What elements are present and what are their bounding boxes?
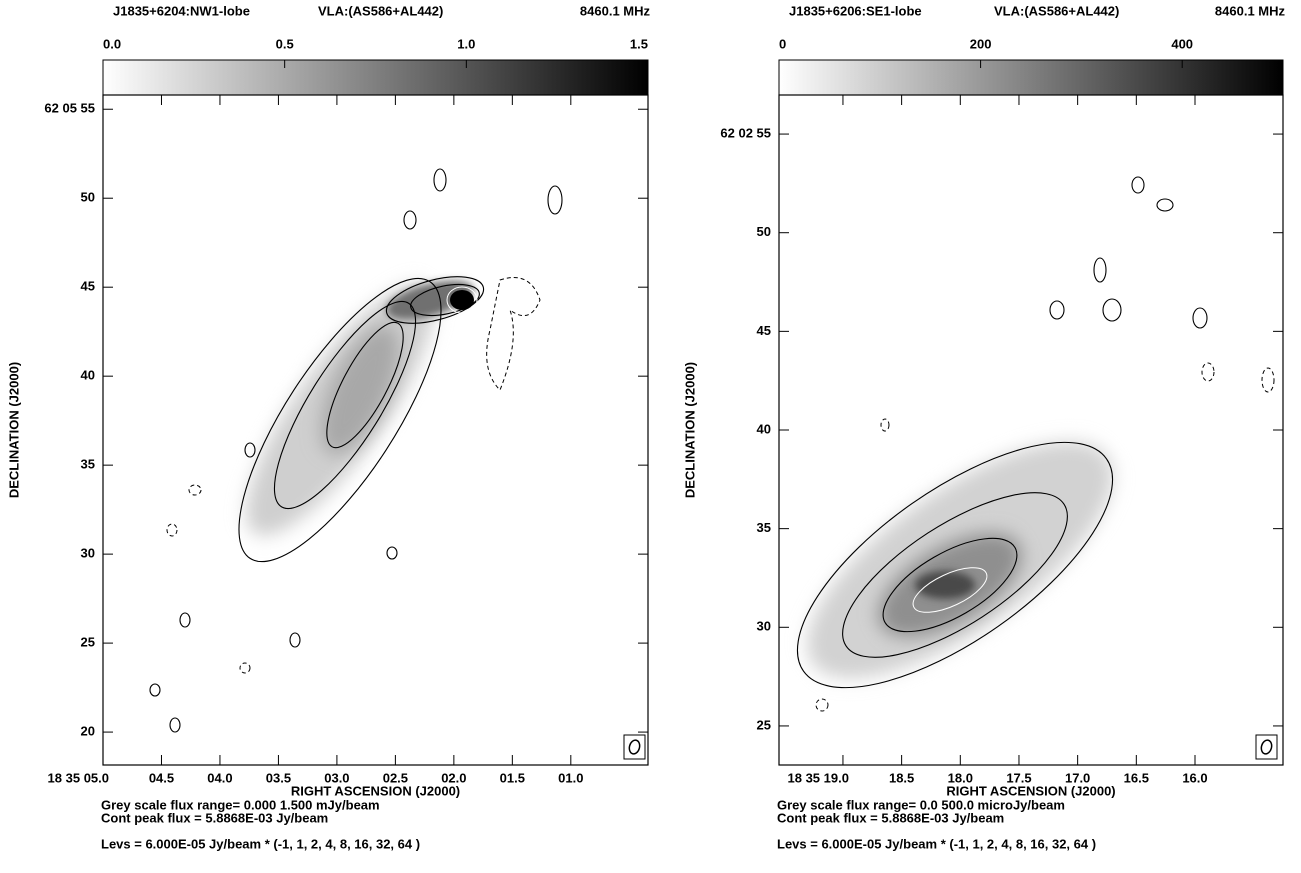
y-tick-label: 25 xyxy=(757,717,771,732)
y-tick-label: 35 xyxy=(81,457,95,472)
note: Levs = 6.000E-05 Jy/beam * (-1, 1, 2, 4,… xyxy=(777,836,1096,851)
frequency: 8460.1 MHz xyxy=(580,3,651,18)
x-axis-label: RIGHT ASCENSION (J2000) xyxy=(291,783,460,798)
panel-title: J1835+6206:SE1-lobe xyxy=(789,3,922,18)
y-tick-label: 50 xyxy=(757,224,771,239)
x-tick-label: 01.5 xyxy=(500,770,525,785)
x-axis-label: RIGHT ASCENSION (J2000) xyxy=(946,783,1115,798)
colorbar-tick-label: 400 xyxy=(1171,36,1193,51)
y-tick-label: 40 xyxy=(757,421,771,436)
y-tick-label: 62 02 55 xyxy=(720,126,771,141)
x-tick-label: 03.0 xyxy=(324,770,349,785)
x-tick-label: 04.5 xyxy=(149,770,174,785)
colorbar-tick-label: 1.0 xyxy=(457,36,475,51)
y-tick-label: 45 xyxy=(757,323,771,338)
frequency: 8460.1 MHz xyxy=(1215,3,1286,18)
y-tick-label: 20 xyxy=(81,724,95,739)
colorbar xyxy=(102,59,649,96)
y-tick-label: 30 xyxy=(81,546,95,561)
y-tick-label: 35 xyxy=(757,520,771,535)
x-tick-label: 17.0 xyxy=(1065,770,1090,785)
panel: J1835+6204:NW1-lobe VLA:(AS586+AL442) 8460… xyxy=(6,3,650,851)
y-axis-label: DECLINATION (J2000) xyxy=(682,362,697,498)
y-tick-label: 30 xyxy=(757,619,771,634)
colorbar-tick-label: 0 xyxy=(779,36,786,51)
colorbar xyxy=(778,59,1284,96)
note: Cont peak flux = 5.8868E-03 Jy/beam xyxy=(777,810,1004,825)
instrument: VLA:(AS586+AL442) xyxy=(994,3,1119,18)
y-tick-label: 40 xyxy=(81,368,95,383)
y-tick-label: 45 xyxy=(81,279,95,294)
x-tick-label: 18 35 05.0 xyxy=(48,770,109,785)
panel: J1835+6206:SE1-lobe VLA:(AS586+AL442) 8460… xyxy=(682,3,1285,851)
instrument: VLA:(AS586+AL442) xyxy=(318,3,443,18)
x-tick-label: 04.0 xyxy=(207,770,232,785)
note: Grey scale flux range= 0.0 500.0 microJy… xyxy=(777,797,1065,812)
note: Levs = 6.000E-05 Jy/beam * (-1, 1, 2, 4,… xyxy=(101,836,420,851)
colorbar-tick-label: 200 xyxy=(970,36,992,51)
panel-title: J1835+6204:NW1-lobe xyxy=(113,3,250,18)
x-tick-label: 16.5 xyxy=(1124,770,1149,785)
x-tick-label: 18 35 19.0 xyxy=(788,770,849,785)
emission-image xyxy=(149,168,563,733)
x-tick-label: 18.5 xyxy=(889,770,914,785)
beam-box xyxy=(623,734,1278,760)
x-tick-label: 02.5 xyxy=(383,770,408,785)
colorbar-tick-label: 0.0 xyxy=(103,36,121,51)
x-tick-label: 03.5 xyxy=(266,770,291,785)
y-tick-label: 50 xyxy=(81,190,95,205)
x-tick-label: 02.0 xyxy=(441,770,466,785)
colorbar-tick-label: 0.5 xyxy=(276,36,294,51)
x-tick-label: 17.5 xyxy=(1006,770,1031,785)
note: Cont peak flux = 5.8868E-03 Jy/beam xyxy=(101,810,328,825)
x-tick-label: 01.0 xyxy=(558,770,583,785)
note: Grey scale flux range= 0.000 1.500 mJy/b… xyxy=(101,797,380,812)
x-tick-label: 18.0 xyxy=(948,770,973,785)
y-tick-label: 62 05 55 xyxy=(44,101,95,116)
y-tick-label: 25 xyxy=(81,635,95,650)
y-axis-label: DECLINATION (J2000) xyxy=(6,362,21,498)
x-tick-label: 16.0 xyxy=(1182,770,1207,785)
colorbar-tick-label: 1.5 xyxy=(630,36,648,51)
plot-frame xyxy=(102,94,649,766)
emission-image xyxy=(796,176,1275,712)
